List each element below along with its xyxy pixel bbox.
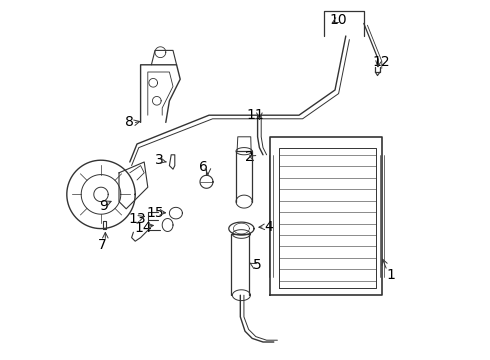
Text: 14: 14	[135, 221, 152, 234]
Text: 5: 5	[252, 258, 261, 271]
Text: 2: 2	[245, 150, 254, 163]
Text: 12: 12	[372, 55, 390, 69]
Text: 13: 13	[128, 212, 146, 226]
Text: 15: 15	[147, 206, 165, 220]
Text: 1: 1	[386, 269, 395, 282]
Text: 8: 8	[124, 115, 133, 129]
Text: 4: 4	[264, 220, 273, 234]
Text: 6: 6	[199, 161, 208, 174]
Text: 3: 3	[155, 153, 164, 167]
Text: 11: 11	[247, 108, 265, 122]
Text: 9: 9	[99, 199, 108, 213]
Text: 7: 7	[98, 238, 106, 252]
Text: 10: 10	[330, 13, 347, 27]
